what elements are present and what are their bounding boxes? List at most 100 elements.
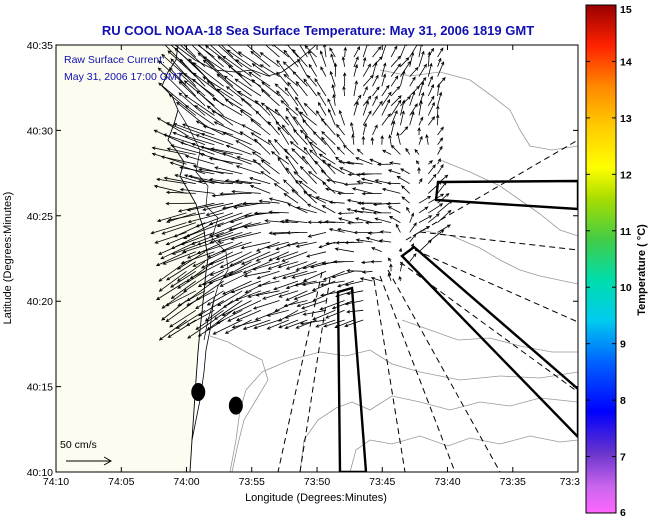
current-vector-arrow	[437, 145, 443, 155]
current-vector-arrow	[197, 45, 215, 58]
dashed-track-7	[373, 279, 406, 472]
current-vector-arrow	[259, 64, 280, 77]
current-vector-arrow	[389, 161, 401, 165]
current-vector-arrow	[372, 46, 382, 58]
current-vector-arrow	[205, 202, 243, 216]
current-vector-arrow	[353, 209, 373, 214]
current-vector-arrow	[285, 261, 308, 270]
current-vector-arrow	[437, 164, 444, 175]
y-axis-label: Latitude (Degrees:Minutes)	[2, 192, 14, 325]
current-vector-arrow	[344, 280, 364, 287]
current-vector-arrow	[176, 261, 206, 282]
current-vector-arrow	[280, 100, 299, 116]
current-vector-arrow	[353, 46, 361, 58]
current-vector-arrow	[252, 261, 280, 271]
current-vector-arrow	[321, 130, 336, 145]
current-vector-arrow	[409, 222, 417, 233]
current-vector-arrow	[325, 309, 345, 319]
current-vector-arrow	[161, 222, 196, 235]
current-vector-arrow	[370, 277, 382, 282]
y-tick-label: 40:15	[27, 382, 53, 394]
current-vector-arrow	[378, 239, 392, 243]
current-vector-arrow	[283, 300, 308, 308]
current-time-label: May 31, 2006 17:00 GMT	[64, 71, 184, 83]
current-vector-arrow	[437, 181, 447, 194]
current-vector-arrow	[197, 270, 224, 288]
current-vector-arrow	[200, 145, 234, 155]
current-vector-arrow	[186, 202, 224, 212]
current-vector-arrow	[362, 122, 368, 136]
current-vector-arrow	[390, 75, 399, 87]
current-vector-arrow	[400, 126, 409, 136]
current-vector-arrow	[242, 261, 271, 274]
current-vector-arrow	[222, 280, 252, 295]
x-tick-label: 73:50	[304, 476, 330, 488]
current-vector-arrow	[386, 202, 401, 206]
current-vector-arrow	[227, 309, 252, 322]
current-vector-arrow	[177, 202, 215, 213]
contour-7	[209, 335, 269, 472]
current-vector-arrow	[177, 290, 206, 307]
current-vector-arrow	[202, 270, 234, 286]
current-vector-arrow	[361, 270, 373, 274]
current-vector-arrow	[215, 45, 243, 68]
current-vector-arrow	[217, 232, 252, 243]
current-vector-arrow	[344, 240, 364, 245]
current-vector-arrow	[221, 45, 234, 58]
current-vector-arrow	[334, 319, 355, 329]
current-vector-arrow	[398, 247, 403, 252]
current-vector-arrow	[387, 272, 392, 282]
current-vector-arrow	[308, 141, 327, 155]
current-vector-arrow	[390, 63, 401, 77]
current-vector-arrow	[183, 80, 215, 107]
current-vector-arrow	[353, 101, 359, 116]
current-vector-arrow	[202, 59, 234, 87]
current-vector-arrow	[206, 290, 234, 306]
current-vector-arrow	[323, 45, 327, 58]
current-vector-arrow	[342, 72, 347, 87]
current-vector-arrow	[239, 131, 262, 146]
current-vector-arrow	[227, 45, 243, 58]
current-vector-arrow	[390, 109, 398, 126]
current-vector-arrow	[428, 193, 445, 204]
current-vector-arrow	[396, 131, 401, 145]
current-vector-arrow	[401, 196, 410, 204]
current-vector-arrow	[307, 232, 327, 238]
current-vector-arrow	[207, 241, 243, 258]
current-vector-arrow	[156, 280, 187, 301]
buoy-marker	[228, 396, 243, 415]
current-vector-arrow	[197, 232, 234, 246]
current-vector-arrow	[176, 101, 206, 126]
colorbar-tick-label: 8	[620, 395, 626, 407]
x-tick-label: 73:35	[500, 476, 526, 488]
current-vector-arrow	[409, 76, 416, 87]
current-vector-arrow	[396, 175, 410, 185]
current-vector-arrow	[255, 290, 280, 297]
current-vector-arrow	[283, 73, 299, 87]
current-vector-arrow	[169, 309, 197, 328]
current-vector-arrow	[221, 300, 252, 317]
y-tick-label: 40:20	[27, 296, 53, 308]
colorbar-tick-label: 10	[620, 282, 632, 294]
scale-arrow-head	[103, 456, 113, 466]
current-vector-arrow	[249, 177, 271, 185]
current-vector-arrow	[295, 261, 317, 271]
current-vector-arrow	[328, 108, 336, 126]
buoy-marker	[191, 383, 206, 402]
current-vector-arrow	[297, 45, 308, 58]
current-vector-arrow	[418, 63, 427, 77]
current-vector-arrow	[405, 147, 411, 155]
colorbar-tick-label: 11	[620, 226, 631, 238]
current-vector-arrow	[372, 211, 392, 215]
dashed-track-5	[387, 269, 501, 472]
contour-4	[379, 69, 578, 151]
current-vector-arrow	[161, 53, 187, 77]
current-vector-arrow	[353, 56, 359, 67]
current-vector-arrow	[173, 123, 206, 136]
current-vector-arrow	[287, 203, 308, 214]
current-vector-arrow	[428, 213, 440, 223]
current-vector-arrow	[197, 52, 224, 77]
current-vector-arrow	[315, 319, 336, 328]
current-vector-arrow	[306, 203, 327, 214]
current-vector-arrow	[415, 160, 420, 165]
